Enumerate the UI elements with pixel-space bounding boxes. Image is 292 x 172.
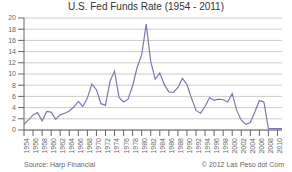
- svg-text:1998: 1998: [222, 138, 229, 154]
- svg-text:1964: 1964: [68, 138, 75, 154]
- svg-text:1956: 1956: [32, 138, 39, 154]
- svg-text:2000: 2000: [231, 138, 238, 154]
- svg-text:1972: 1972: [104, 138, 111, 154]
- svg-text:1994: 1994: [204, 138, 211, 154]
- svg-text:1980: 1980: [141, 138, 148, 154]
- svg-text:10: 10: [8, 70, 16, 77]
- svg-text:1968: 1968: [86, 138, 93, 154]
- svg-text:12: 12: [8, 59, 16, 66]
- svg-text:1988: 1988: [177, 138, 184, 154]
- svg-text:0: 0: [12, 126, 16, 133]
- svg-text:1978: 1978: [132, 138, 139, 154]
- svg-text:1954: 1954: [23, 138, 30, 154]
- svg-text:1984: 1984: [159, 138, 166, 154]
- svg-text:1996: 1996: [213, 138, 220, 154]
- svg-text:2006: 2006: [258, 138, 265, 154]
- svg-text:1986: 1986: [168, 138, 175, 154]
- svg-text:2010: 2010: [276, 138, 283, 154]
- html-text:Source: Harp Financial: Source: Harp Financial: [24, 161, 96, 168]
- svg-text:1976: 1976: [123, 138, 130, 154]
- svg-text:20: 20: [8, 14, 16, 21]
- svg-text:1958: 1958: [41, 138, 48, 154]
- svg-text:2004: 2004: [249, 138, 256, 154]
- svg-text:1990: 1990: [186, 138, 193, 154]
- html-text:U.S. Fed Funds Rate (1954 - 20: U.S. Fed Funds Rate (1954 - 2011): [68, 1, 224, 12]
- svg-text:1962: 1962: [59, 138, 66, 154]
- svg-text:1982: 1982: [150, 138, 157, 154]
- svg-text:1970: 1970: [95, 138, 102, 154]
- svg-text:4: 4: [12, 104, 16, 111]
- svg-text:1974: 1974: [113, 138, 120, 154]
- svg-text:18: 18: [8, 26, 16, 33]
- svg-text:1992: 1992: [195, 138, 202, 154]
- svg-text:2008: 2008: [267, 138, 274, 154]
- svg-text:8: 8: [12, 82, 16, 89]
- svg-text:1960: 1960: [50, 138, 57, 154]
- svg-text:6: 6: [12, 93, 16, 100]
- svg-text:1966: 1966: [77, 138, 84, 154]
- svg-text:2002: 2002: [240, 138, 247, 154]
- svg-text:14: 14: [8, 48, 16, 55]
- svg-text:2: 2: [12, 115, 16, 122]
- svg-text:16: 16: [8, 37, 16, 44]
- html-text:© 2012 Las Peso dot Com: © 2012 Las Peso dot Com: [201, 161, 284, 168]
